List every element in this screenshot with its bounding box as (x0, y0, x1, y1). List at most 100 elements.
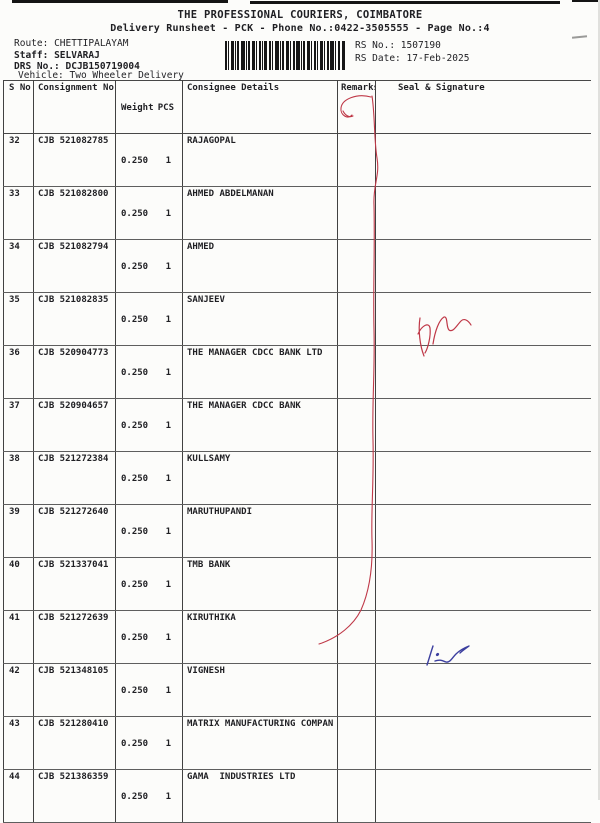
consignee-cell: MARUTHUPANDI (182, 504, 338, 558)
remarks-cell (337, 398, 376, 452)
seal-signature-cell (375, 557, 591, 611)
remarks-cell (337, 345, 376, 399)
remarks-cell (337, 504, 376, 558)
pcs-value: 1 (165, 209, 171, 219)
table-row: 39 CJB 521272640 0.250 1 MARUTHUPANDI (3, 504, 591, 558)
remarks-cell (337, 239, 376, 293)
consignee-cell: MATRIX MANUFACTURING COMPAN (182, 716, 338, 770)
pcs-value: 1 (165, 633, 171, 643)
weight-value: 0.250 (121, 209, 149, 219)
s-no-cell: 44 (3, 769, 34, 823)
rs-no-value: 1507190 (400, 40, 441, 51)
s-no-cell: 32 (3, 133, 34, 187)
remarks-cell (337, 133, 376, 187)
scan-artifact-top-bar (250, 1, 560, 4)
consignment-no-cell: CJB 520904657 (33, 398, 116, 452)
page-edge-shadow (598, 0, 600, 800)
consignment-no-cell: CJB 521280410 (33, 716, 116, 770)
scan-artifact-top-bar (572, 0, 598, 2)
table-row: 40 CJB 521337041 0.250 1 TMB BANK (3, 557, 591, 611)
weight-pcs-cell: 0.250 1 (115, 292, 183, 346)
table-row: 41 CJB 521272639 0.250 1 KIRUTHIKA (3, 610, 591, 664)
consignee-cell: GAMA INDUSTRIES LTD (182, 769, 338, 823)
consignee-cell: KIRUTHIKA (182, 610, 338, 664)
s-no-cell: 35 (3, 292, 34, 346)
consignment-no-cell: CJB 521082785 (33, 133, 116, 187)
weight-value: 0.250 (121, 580, 149, 590)
drs-label: DRS No.: (14, 61, 60, 72)
pcs-value: 1 (165, 421, 171, 431)
page-subtitle: Delivery Runsheet - PCK - Phone No.:0422… (110, 23, 490, 34)
consignment-no-cell: CJB 520904773 (33, 345, 116, 399)
weight-pcs-cell: 0.250 1 (115, 557, 183, 611)
consignee-cell: VIGNESH (182, 663, 338, 717)
seal-signature-cell (375, 663, 591, 717)
header-consignment-no: Consignment No (33, 80, 116, 134)
rs-no-label: RS No.: (355, 40, 396, 51)
scan-artifact-top-bar (12, 0, 228, 3)
scan-artifact-dash (571, 35, 588, 39)
weight-value: 0.250 (121, 315, 149, 325)
scanned-delivery-runsheet: { "page": { "title": "THE PROFESSIONAL C… (3, 0, 600, 823)
weight-value: 0.250 (121, 421, 149, 431)
weight-value: 0.250 (121, 633, 149, 643)
drs-value: DCJB150719004 (65, 61, 140, 72)
weight-value: 0.250 (121, 368, 149, 378)
s-no-cell: 40 (3, 557, 34, 611)
header-remarks: Remarks (337, 80, 376, 134)
header-weight: Weight (121, 103, 154, 113)
weight-value: 0.250 (121, 262, 149, 272)
remarks-cell (337, 769, 376, 823)
consignee-cell: AHMED ABDELMANAN (182, 186, 338, 240)
weight-value: 0.250 (121, 739, 149, 749)
weight-pcs-cell: 0.250 1 (115, 610, 183, 664)
weight-value: 0.250 (121, 156, 149, 166)
header-s-no: S No (3, 80, 34, 134)
pcs-value: 1 (165, 686, 171, 696)
s-no-cell: 38 (3, 451, 34, 505)
remarks-cell (337, 186, 376, 240)
table-row: 44 CJB 521386359 0.250 1 GAMA INDUSTRIES… (3, 769, 591, 823)
consignment-no-cell: CJB 521386359 (33, 769, 116, 823)
s-no-cell: 41 (3, 610, 34, 664)
weight-value: 0.250 (121, 527, 149, 537)
seal-signature-cell (375, 504, 591, 558)
consignment-no-cell: CJB 521272640 (33, 504, 116, 558)
consignee-cell: TMB BANK (182, 557, 338, 611)
weight-pcs-cell: 0.250 1 (115, 398, 183, 452)
weight-pcs-cell: 0.250 1 (115, 133, 183, 187)
table-row: 33 CJB 521082800 0.250 1 AHMED ABDELMANA… (3, 186, 591, 240)
s-no-cell: 42 (3, 663, 34, 717)
remarks-cell (337, 663, 376, 717)
rs-date-value: 17-Feb-2025 (406, 53, 470, 64)
weight-value: 0.250 (121, 474, 149, 484)
weight-pcs-cell: 0.250 1 (115, 451, 183, 505)
seal-signature-cell (375, 716, 591, 770)
consignment-no-cell: CJB 521272384 (33, 451, 116, 505)
consignment-no-cell: CJB 521082800 (33, 186, 116, 240)
s-no-cell: 39 (3, 504, 34, 558)
seal-signature-cell (375, 133, 591, 187)
header-seal-signature: Seal & Signature (375, 80, 591, 134)
header-pcs: PCS (157, 103, 174, 113)
consignee-cell: SANJEEV (182, 292, 338, 346)
consignee-cell: AHMED (182, 239, 338, 293)
seal-signature-cell (375, 610, 591, 664)
rs-no-line: RS No.: 1507190 (355, 40, 441, 51)
pcs-value: 1 (165, 156, 171, 166)
vehicle-label: Vehicle: (18, 70, 64, 81)
consignee-cell: THE MANAGER CDCC BANK (182, 398, 338, 452)
remarks-cell (337, 716, 376, 770)
staff-label: Staff: (14, 50, 49, 61)
consignment-no-cell: CJB 521348105 (33, 663, 116, 717)
seal-signature-cell (375, 292, 591, 346)
runsheet-table: S No Consignment No Weight PCS Consignee… (3, 80, 591, 823)
s-no-cell: 33 (3, 186, 34, 240)
pcs-value: 1 (165, 368, 171, 378)
weight-value: 0.250 (121, 792, 149, 802)
weight-pcs-cell: 0.250 1 (115, 504, 183, 558)
table-body: 32 CJB 521082785 0.250 1 RAJAGOPAL 33 CJ… (3, 133, 591, 823)
pcs-value: 1 (165, 792, 171, 802)
s-no-cell: 36 (3, 345, 34, 399)
table-row: 38 CJB 521272384 0.250 1 KULLSAMY (3, 451, 591, 505)
